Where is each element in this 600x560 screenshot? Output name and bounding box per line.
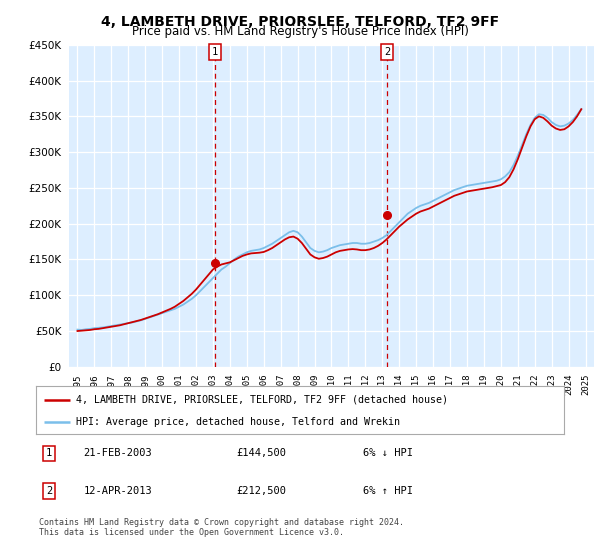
Text: Contains HM Land Registry data © Crown copyright and database right 2024.
This d: Contains HM Land Registry data © Crown c…: [39, 518, 404, 538]
Text: 21-FEB-2003: 21-FEB-2003: [83, 449, 152, 459]
Text: 12-APR-2013: 12-APR-2013: [83, 486, 152, 496]
Text: 6% ↓ HPI: 6% ↓ HPI: [364, 449, 413, 459]
Text: 2: 2: [46, 486, 52, 496]
Text: 6% ↑ HPI: 6% ↑ HPI: [364, 486, 413, 496]
Text: 1: 1: [46, 449, 52, 459]
Text: HPI: Average price, detached house, Telford and Wrekin: HPI: Average price, detached house, Telf…: [76, 417, 400, 427]
Text: 1: 1: [212, 47, 218, 57]
Text: Price paid vs. HM Land Registry's House Price Index (HPI): Price paid vs. HM Land Registry's House …: [131, 25, 469, 38]
Text: £144,500: £144,500: [236, 449, 287, 459]
Text: 4, LAMBETH DRIVE, PRIORSLEE, TELFORD, TF2 9FF: 4, LAMBETH DRIVE, PRIORSLEE, TELFORD, TF…: [101, 15, 499, 29]
Text: £212,500: £212,500: [236, 486, 287, 496]
Text: 4, LAMBETH DRIVE, PRIORSLEE, TELFORD, TF2 9FF (detached house): 4, LAMBETH DRIVE, PRIORSLEE, TELFORD, TF…: [76, 395, 448, 405]
Text: 2: 2: [384, 47, 390, 57]
